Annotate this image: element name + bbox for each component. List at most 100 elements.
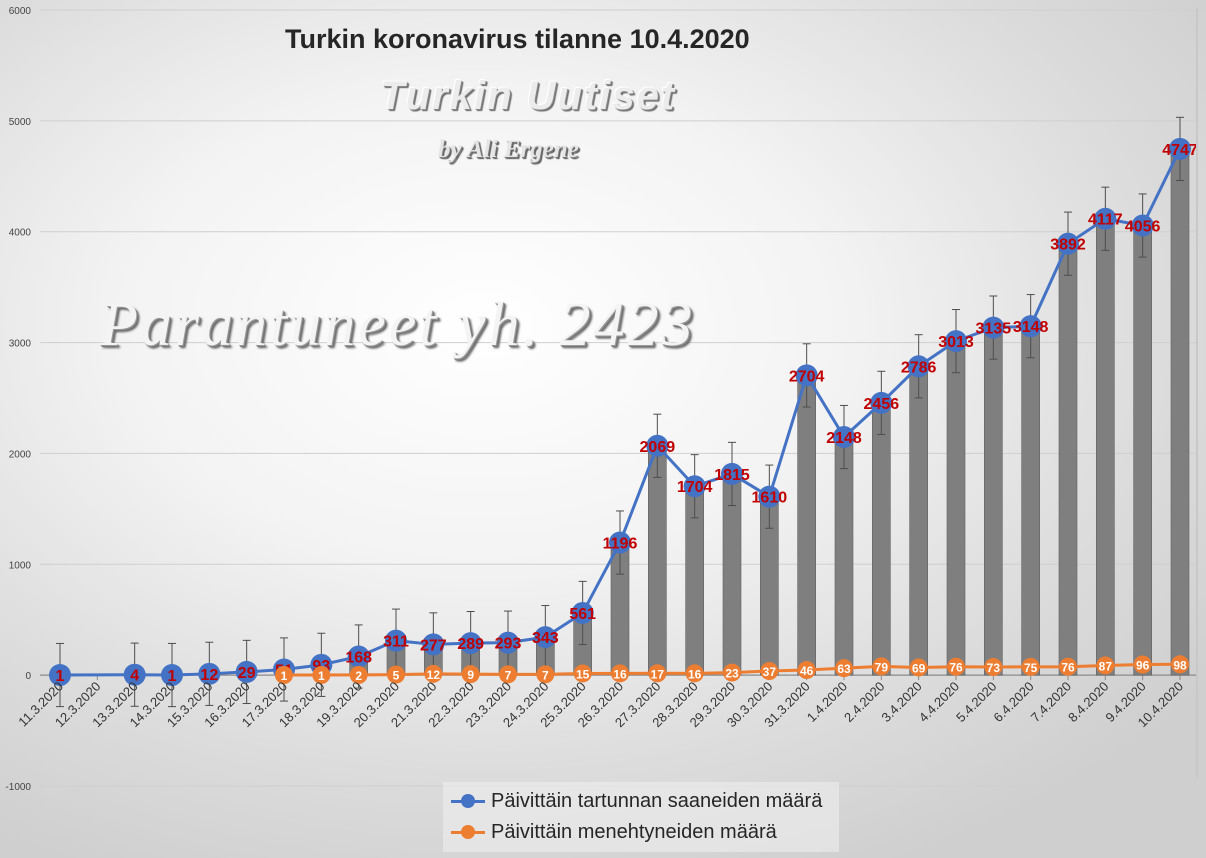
y-tick-label: 1000 [9,560,32,571]
data-label-deaths: 73 [987,661,1001,675]
data-label-deaths: 16 [688,667,702,681]
point-cases [161,664,183,687]
point-deaths [648,664,667,683]
point-cases [683,475,706,498]
y-tick-label: 4000 [9,228,32,239]
data-label-cases: 4 [130,668,139,685]
data-label-deaths: 2 [355,669,362,683]
chart-frame-edge [1196,8,1198,778]
data-label-deaths: 1 [318,669,325,683]
x-tick-label: 6.4.2020 [990,679,1036,725]
bar [1058,243,1078,676]
data-label-cases: 3148 [1013,319,1049,336]
data-label-cases: 277 [420,637,447,654]
data-label-cases: 2786 [901,359,937,376]
point-cases [945,330,967,353]
data-label-cases: 311 [383,634,409,651]
point-deaths [1171,655,1189,674]
point-deaths [984,658,1003,677]
data-label-cases: 4747 [1162,142,1198,159]
legend-cases-label: Päivittäin tartunnan saaneiden määrä [491,789,823,812]
y-tick-label: 3000 [9,339,32,350]
y-tick-label: 6000 [9,6,32,17]
x-tick-label: 3.4.2020 [878,679,924,725]
data-label-cases: 1 [56,668,65,685]
data-label-cases: 3892 [1050,237,1086,254]
point-cases [347,645,370,668]
data-label-deaths: 75 [1024,661,1038,675]
x-tick-label: 8.4.2020 [1065,679,1111,725]
bar [834,436,854,676]
data-label-cases: 2148 [826,430,862,447]
point-deaths [611,664,629,683]
data-label-deaths: 63 [837,662,851,676]
data-label-deaths: 87 [1099,659,1113,673]
point-cases [571,601,594,624]
y-tick-label: 0 [25,671,31,682]
data-label-deaths: 98 [1173,658,1187,672]
data-label-cases: 4117 [1088,212,1123,229]
legend-cases-marker-icon [451,791,485,811]
point-cases [497,631,519,654]
byline-watermark: by Ali Ergene [438,136,579,163]
point-deaths [1059,657,1077,676]
x-tick-label: 5.4.2020 [953,679,999,725]
data-label-cases: 4056 [1125,219,1161,236]
data-label-deaths: 12 [427,668,441,682]
point-deaths [461,665,480,684]
point-cases [1019,315,1042,338]
data-label-deaths: 15 [576,667,590,681]
data-label-deaths: 1 [281,669,288,683]
bar [1096,218,1115,676]
data-label-deaths: 76 [1061,661,1075,675]
data-label-cases: 29 [238,665,256,682]
point-deaths [797,661,816,680]
data-label-cases: 1 [168,668,177,685]
x-tick-label: 1.4.2020 [804,679,850,725]
bar [872,402,891,676]
point-deaths [312,666,331,685]
data-label-cases: 293 [495,636,522,653]
bar [909,365,928,676]
point-deaths [909,658,928,677]
data-label-cases: 1196 [603,536,638,553]
legend-deaths-marker-icon [451,822,485,842]
point-cases [235,660,258,683]
point-cases [534,626,557,649]
chart-legend: Päivittäin tartunnan saaneiden määrä Päi… [443,782,839,852]
data-label-deaths: 17 [651,667,665,681]
point-cases [49,664,71,687]
data-label-deaths: 76 [949,661,963,675]
point-deaths [424,664,443,683]
point-cases [758,485,781,508]
point-deaths [723,663,741,682]
bar [984,327,1003,676]
bar [1133,225,1152,676]
point-cases [123,663,146,686]
point-cases [795,364,818,387]
brand-watermark: Turkin Uutiset [380,74,677,118]
data-label-deaths: 7 [542,668,549,682]
data-label-deaths: 9 [467,668,474,682]
point-cases [459,632,482,655]
point-deaths [760,662,779,681]
x-tick-label: 4.4.2020 [916,679,962,725]
data-label-cases: 2704 [789,368,825,385]
x-tick-label: 2.4.2020 [841,679,887,725]
point-deaths [1096,656,1115,675]
point-cases [1169,137,1191,160]
data-label-cases: 343 [532,630,559,647]
point-deaths [835,659,853,678]
data-label-deaths: 96 [1136,659,1150,673]
point-deaths [872,657,891,676]
y-tick-label: -1000 [5,782,31,793]
point-cases [198,662,221,685]
point-cases [833,426,855,449]
point-deaths [947,657,965,676]
point-cases [1094,207,1117,230]
point-cases [385,629,407,652]
point-cases [721,462,743,485]
recovered-watermark: Parantuneet yh. 2423 [100,291,696,359]
x-tick-label: 7.4.2020 [1028,679,1074,725]
